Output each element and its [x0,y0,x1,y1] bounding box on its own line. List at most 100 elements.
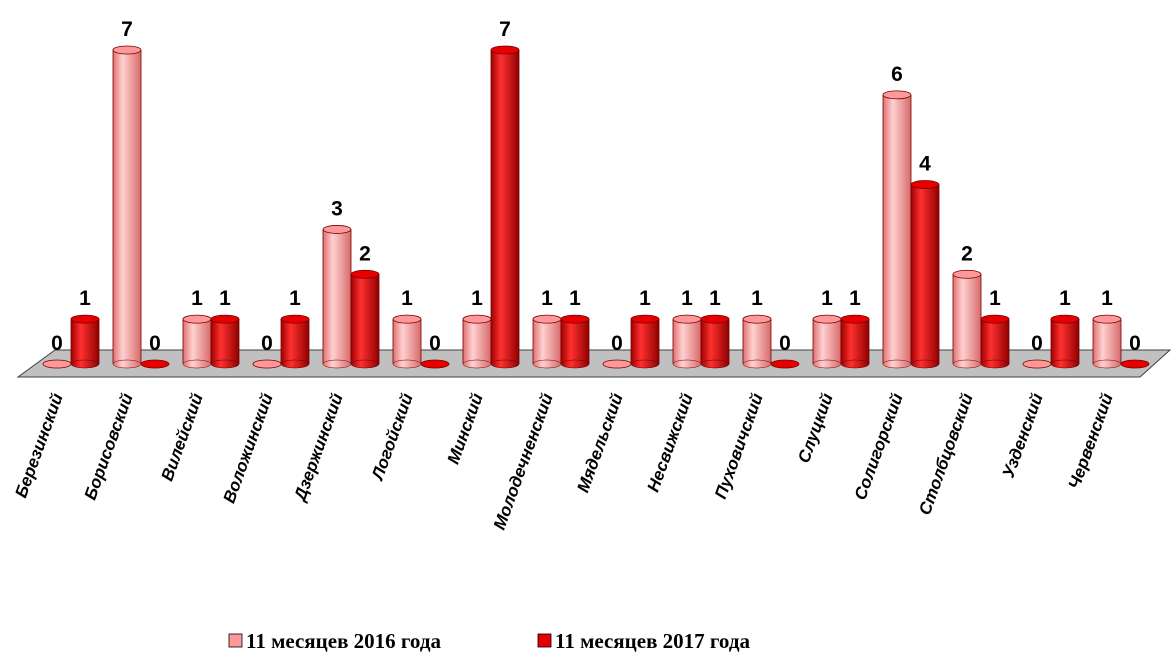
bar-body [113,50,141,364]
bar-body [183,319,211,364]
legend-swatch [228,633,243,648]
x-tick-label: Солигорский [851,390,907,502]
bar-side [910,184,940,364]
bar-top [112,45,142,55]
bar-body [911,184,939,364]
bar-top [630,314,660,324]
bar-bottom [1050,359,1080,369]
bar-body [883,94,911,364]
value-label: 1 [79,287,91,310]
bar-top [1092,314,1122,324]
value-label: 1 [681,287,693,310]
bar-top [672,314,702,324]
bar [840,314,870,369]
bar-top [252,359,282,369]
bar-bottom [532,359,562,369]
bar-side [700,319,730,364]
bar-top [392,314,422,324]
bar-body [1051,319,1079,364]
bar [1092,314,1122,369]
bar-bottom [812,359,842,369]
bar-bottom [490,359,520,369]
value-label: 1 [1059,287,1071,310]
bar-body [323,229,351,364]
bar-top [700,314,730,324]
bar-side [280,319,310,364]
bar [882,90,912,369]
bar-side [742,319,772,364]
bar [210,314,240,369]
value-label: 0 [611,332,623,355]
bar-bottom [672,359,702,369]
bar [392,314,422,369]
bar [602,359,632,369]
x-tick-label: Несвижский [644,390,697,494]
value-label: 2 [961,242,973,265]
bar-side [560,319,590,364]
bar-bottom [700,359,730,369]
x-tick-label: Мядельский [573,390,627,495]
bar-bottom [392,359,422,369]
value-label: 1 [751,287,763,310]
bar-body [533,319,561,364]
bar-top [280,314,310,324]
bar-body [673,319,701,364]
value-label: 1 [191,287,203,310]
value-label: 0 [1031,332,1043,355]
bar-body [463,319,491,364]
bar-bottom [840,359,870,369]
x-tick-label: Березинский [11,390,67,500]
bar-body [393,319,421,364]
bar-top [42,359,72,369]
x-tick-label: Борисовский [81,390,137,502]
value-label: 1 [709,287,721,310]
bar-body [953,274,981,364]
bar-bottom [112,359,142,369]
bar-side [112,50,142,364]
value-label: 7 [499,18,511,41]
bar [672,314,702,369]
bar-side [980,319,1010,364]
bar [280,314,310,369]
value-label: 0 [779,332,791,355]
bar [952,269,982,369]
bar-top [952,269,982,279]
bar [630,314,660,369]
bar [1022,359,1052,369]
bar-body [491,50,519,364]
bar-bottom [910,359,940,369]
x-tick-label: Логойский [367,390,417,484]
bar [490,45,520,369]
bar-body [701,319,729,364]
x-tick-label: Воложинский [220,390,277,505]
x-tick-label: Молодечненский [490,390,557,532]
bar-top [182,314,212,324]
bar-body [71,319,99,364]
bar-top [1120,359,1150,369]
bar [42,359,72,369]
bar-top [910,180,940,189]
bar-bottom [322,359,352,369]
value-label: 6 [891,63,903,86]
bar [980,314,1010,369]
bar [770,359,800,369]
bar-side [840,319,870,364]
bar-bottom [882,359,912,369]
bar [910,180,940,369]
bar-top [980,314,1010,324]
bar-bottom [70,359,100,369]
bar-side [490,50,520,364]
bar-top [490,45,520,55]
bar-bottom [742,359,772,369]
bar-bottom [280,359,310,369]
bar [700,314,730,369]
bar-top [1050,314,1080,324]
value-label: 1 [289,287,301,310]
bar-body [813,319,841,364]
bar-top [462,314,492,324]
bar-bottom [350,359,380,369]
bar [322,225,352,369]
bar-body [981,319,1009,364]
value-label: 1 [849,287,861,310]
